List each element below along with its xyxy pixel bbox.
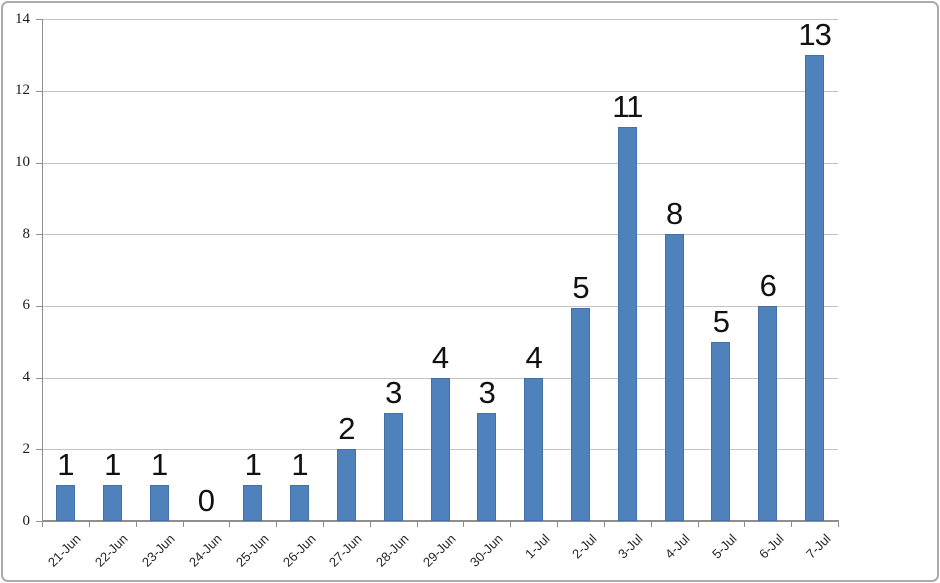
bar-value-label: 2: [338, 411, 355, 447]
x-axis-tick: [135, 522, 137, 527]
y-axis-line: [42, 19, 43, 521]
y-axis-tick: [36, 90, 42, 92]
bar-30-jun: [477, 413, 497, 521]
gridline-y12: [42, 90, 838, 92]
gridline-y10: [42, 162, 838, 164]
x-axis-tick: [369, 522, 371, 527]
bar-7-jul: [805, 54, 825, 521]
bar-21-jun: [55, 485, 75, 521]
y-axis-tick: [36, 449, 42, 451]
bar-value-label: 8: [665, 196, 683, 232]
x-axis-tick: [276, 522, 278, 527]
x-axis-tick: [510, 522, 512, 527]
gridline-y8: [42, 234, 838, 236]
y-axis-tick-label: 10: [15, 154, 30, 170]
x-axis-tick: [838, 522, 839, 527]
bar-value-label: 4: [525, 339, 542, 375]
bar-22-jun: [102, 485, 122, 521]
x-axis-line: [42, 520, 839, 522]
bar-3-jul: [617, 126, 637, 521]
x-axis-tick: [744, 522, 746, 527]
y-axis-tick-label: 0: [22, 512, 31, 529]
bar-5-jul: [711, 341, 731, 522]
bar-value-label: 1: [104, 447, 121, 483]
bar-value-label: 1: [244, 447, 262, 483]
bar-value-label: 3: [478, 375, 496, 411]
x-axis-tick: [229, 522, 231, 527]
bar-4-jul: [664, 234, 684, 521]
x-axis-tick: [463, 522, 465, 527]
bar-value-label: 3: [385, 375, 402, 411]
bar-28-jun: [383, 413, 403, 521]
y-axis-tick: [36, 521, 42, 522]
bar-value-label: 5: [572, 269, 589, 305]
bar-6-jul: [758, 305, 778, 521]
bar-2-jul: [571, 307, 590, 521]
x-axis-tick: [42, 522, 43, 527]
y-axis-tick-label: 2: [22, 440, 31, 457]
bar-26-jun: [290, 485, 309, 521]
y-axis-tick-label: 14: [15, 10, 30, 27]
x-axis-tick: [791, 522, 793, 527]
bar-value-label: 0: [197, 483, 215, 518]
bar-value-label: 1: [57, 447, 74, 483]
x-axis-tick: [650, 522, 652, 527]
x-axis-tick: [88, 522, 90, 527]
x-axis-tick: [557, 522, 559, 527]
x-axis-tick: [416, 522, 418, 527]
y-axis-tick: [36, 162, 42, 164]
bar-value-label: 6: [759, 267, 777, 303]
y-axis-tick-label: 6: [22, 297, 31, 314]
bar-1-jul: [524, 377, 544, 521]
y-axis-tick-label: 8: [22, 225, 31, 242]
bar-25-jun: [243, 485, 263, 521]
x-axis-tick: [182, 522, 184, 527]
bar-29-jun: [430, 377, 450, 521]
y-axis-tick: [36, 19, 42, 21]
y-axis-tick-label: 4: [22, 369, 31, 386]
bar-23-jun: [149, 485, 169, 521]
y-axis-tick: [36, 234, 42, 236]
bar-value-label: 4: [431, 339, 449, 375]
bar-value-label: 1: [291, 447, 308, 483]
bar-value-label: 11: [612, 88, 643, 124]
bar-value-label: 1: [150, 447, 168, 483]
bar-value-label: 5: [712, 303, 730, 339]
y-axis-tick-label: 12: [15, 82, 30, 99]
x-axis-tick: [322, 522, 324, 527]
y-axis-tick: [36, 305, 42, 307]
y-axis-tick: [36, 377, 42, 379]
x-axis-tick: [697, 522, 699, 527]
bar-value-label: 13: [798, 16, 831, 52]
gridline-y14: [42, 19, 838, 21]
x-axis-tick: [603, 522, 605, 527]
bar-27-jun: [336, 449, 356, 521]
gridline-y6: [42, 305, 838, 307]
